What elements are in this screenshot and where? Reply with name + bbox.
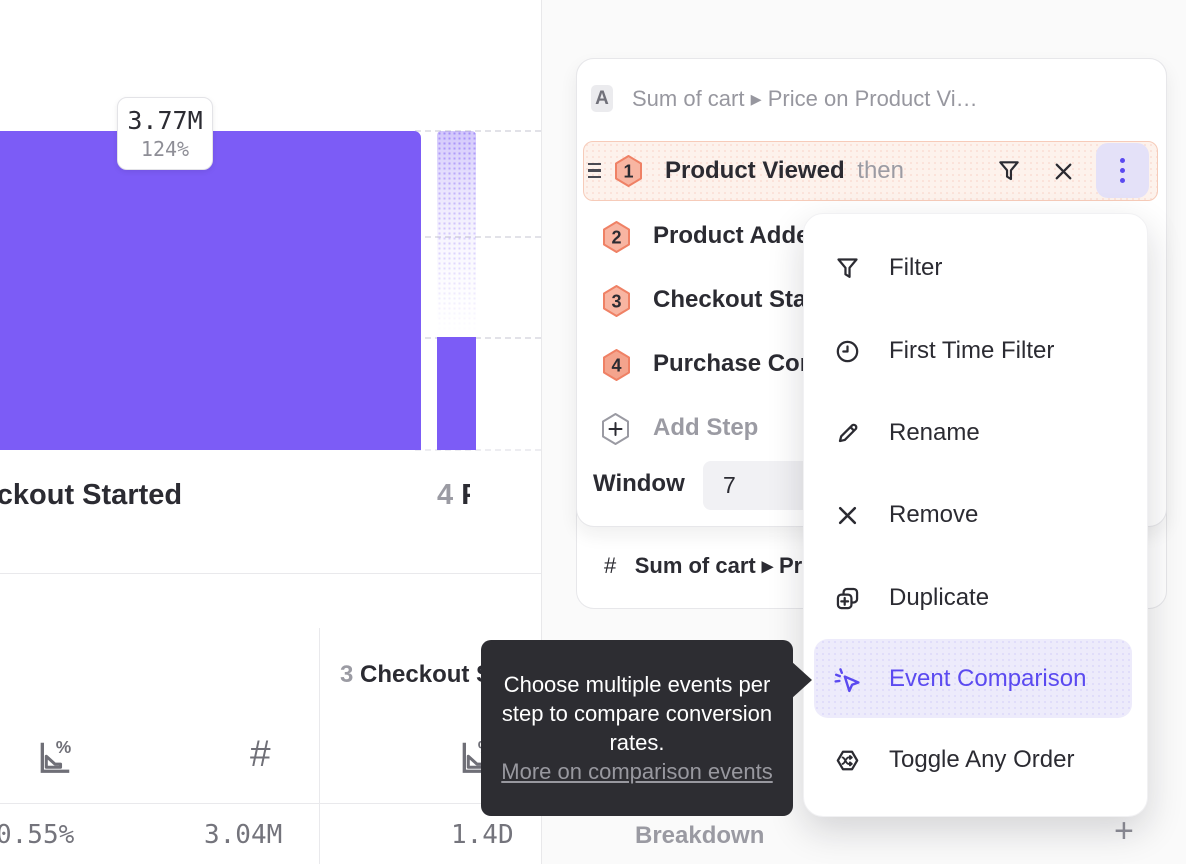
- menu-item-label: Toggle Any Order: [889, 746, 1075, 773]
- window-label: Window: [593, 470, 685, 497]
- breakdown-add-button[interactable]: +: [1114, 812, 1134, 850]
- table-column-divider: [319, 628, 320, 864]
- flag-value: 3.77M: [127, 106, 203, 135]
- step-number: 4: [437, 479, 454, 511]
- header-step-number: 3: [340, 661, 354, 688]
- step-1-badge: 1: [615, 155, 642, 187]
- svg-text:2: 2: [611, 228, 621, 248]
- flag-percent: 124%: [140, 137, 190, 161]
- tooltip-arrow: [791, 661, 812, 699]
- funnel-bar-checkout-started[interactable]: [0, 131, 421, 450]
- value-count: 3.04M: [204, 820, 283, 850]
- dots-vertical-icon: [1120, 158, 1125, 163]
- menu-item-label: Duplicate: [889, 584, 990, 611]
- filter-icon[interactable]: [996, 158, 1022, 184]
- step-3-badge: 3: [603, 285, 630, 317]
- window-value: 7: [723, 472, 736, 498]
- gridline: [415, 130, 541, 132]
- svg-text:1: 1: [623, 162, 633, 182]
- value-conversion: 0.55%: [0, 820, 75, 850]
- menu-item-label: First Time Filter: [889, 337, 1055, 364]
- menu-item-event-comparison[interactable]: Event Comparison: [804, 663, 1147, 697]
- hexagon-shuffle-icon: [836, 750, 859, 771]
- funnel-bar-converted-segment: [437, 337, 476, 450]
- step-4-badge: 4: [603, 349, 630, 381]
- cursor-sparkle-icon: [834, 668, 860, 693]
- vertical-divider: [541, 0, 542, 864]
- menu-item-first-time-filter[interactable]: First Time Filter: [804, 335, 1147, 369]
- svg-text:4: 4: [611, 356, 621, 376]
- menu-item-label: Rename: [889, 419, 980, 446]
- remove-step-icon[interactable]: [1051, 159, 1076, 184]
- svg-text:%: %: [56, 737, 72, 757]
- event-comparison-tooltip: Choose multiple events per step to compa…: [481, 640, 793, 816]
- count-icon[interactable]: #: [250, 733, 271, 774]
- step-2-label[interactable]: Product Added: [653, 222, 825, 249]
- add-step-label[interactable]: Add Step: [653, 414, 759, 441]
- value-time: 1.4D: [451, 820, 514, 850]
- svg-text:3: 3: [611, 292, 621, 312]
- bar-label-purchase-completed: 4 Purchase Completed: [437, 479, 470, 512]
- menu-item-label: Event Comparison: [889, 665, 1087, 692]
- gridline: [415, 337, 541, 339]
- menu-item-toggle-any-order[interactable]: Toggle Any Order: [804, 744, 1147, 778]
- x-icon: [838, 506, 857, 525]
- bar-label-checkout-started: Checkout Started: [0, 479, 183, 511]
- drag-handle-icon[interactable]: [588, 163, 601, 179]
- metric-a-badge: A: [591, 85, 613, 112]
- menu-item-label: Filter: [889, 254, 943, 281]
- tooltip-link[interactable]: More on comparison events: [501, 759, 773, 784]
- gridline: [415, 449, 541, 451]
- bar-value-flag: 3.77M 124%: [117, 97, 213, 170]
- funnel-bar-unreached-segment: [437, 131, 476, 337]
- step-2-badge: 2: [603, 221, 630, 253]
- filter-icon: [837, 258, 858, 278]
- menu-item-filter[interactable]: Filter: [804, 252, 1147, 286]
- funnel-bar-purchase-completed[interactable]: [437, 131, 476, 450]
- more-options-button[interactable]: [1096, 143, 1149, 198]
- menu-item-rename[interactable]: Rename: [804, 417, 1147, 451]
- step-1-suffix: then: [857, 157, 904, 184]
- tooltip-message: Choose multiple events per step to compa…: [501, 672, 773, 755]
- step-name: Purchase Completed: [461, 479, 470, 511]
- metric-a-label[interactable]: Sum of cart ▸ Price on Product Vi…: [632, 86, 978, 111]
- menu-item-highlight: [814, 639, 1132, 718]
- menu-item-duplicate[interactable]: Duplicate: [804, 582, 1147, 616]
- menu-item-label: Remove: [889, 501, 979, 528]
- gridline: [415, 236, 541, 238]
- step-1-label[interactable]: Product Viewed then: [665, 157, 904, 184]
- step-row-1[interactable]: 1 Product Viewed then: [583, 141, 1158, 201]
- breakdown-label: Breakdown: [635, 822, 765, 849]
- duplicate-icon: [836, 587, 859, 610]
- menu-item-remove[interactable]: Remove: [804, 499, 1147, 533]
- conversion-rate-icon[interactable]: %: [36, 736, 74, 778]
- table-row-divider: [0, 803, 541, 804]
- number-metric-icon: #: [604, 553, 617, 578]
- clock-icon: [836, 340, 859, 363]
- add-step-icon[interactable]: [600, 412, 631, 446]
- context-menu: Filter First Time Filter Rename Remove: [803, 213, 1148, 817]
- chart-table-divider: [0, 573, 541, 574]
- pencil-icon: [838, 423, 858, 443]
